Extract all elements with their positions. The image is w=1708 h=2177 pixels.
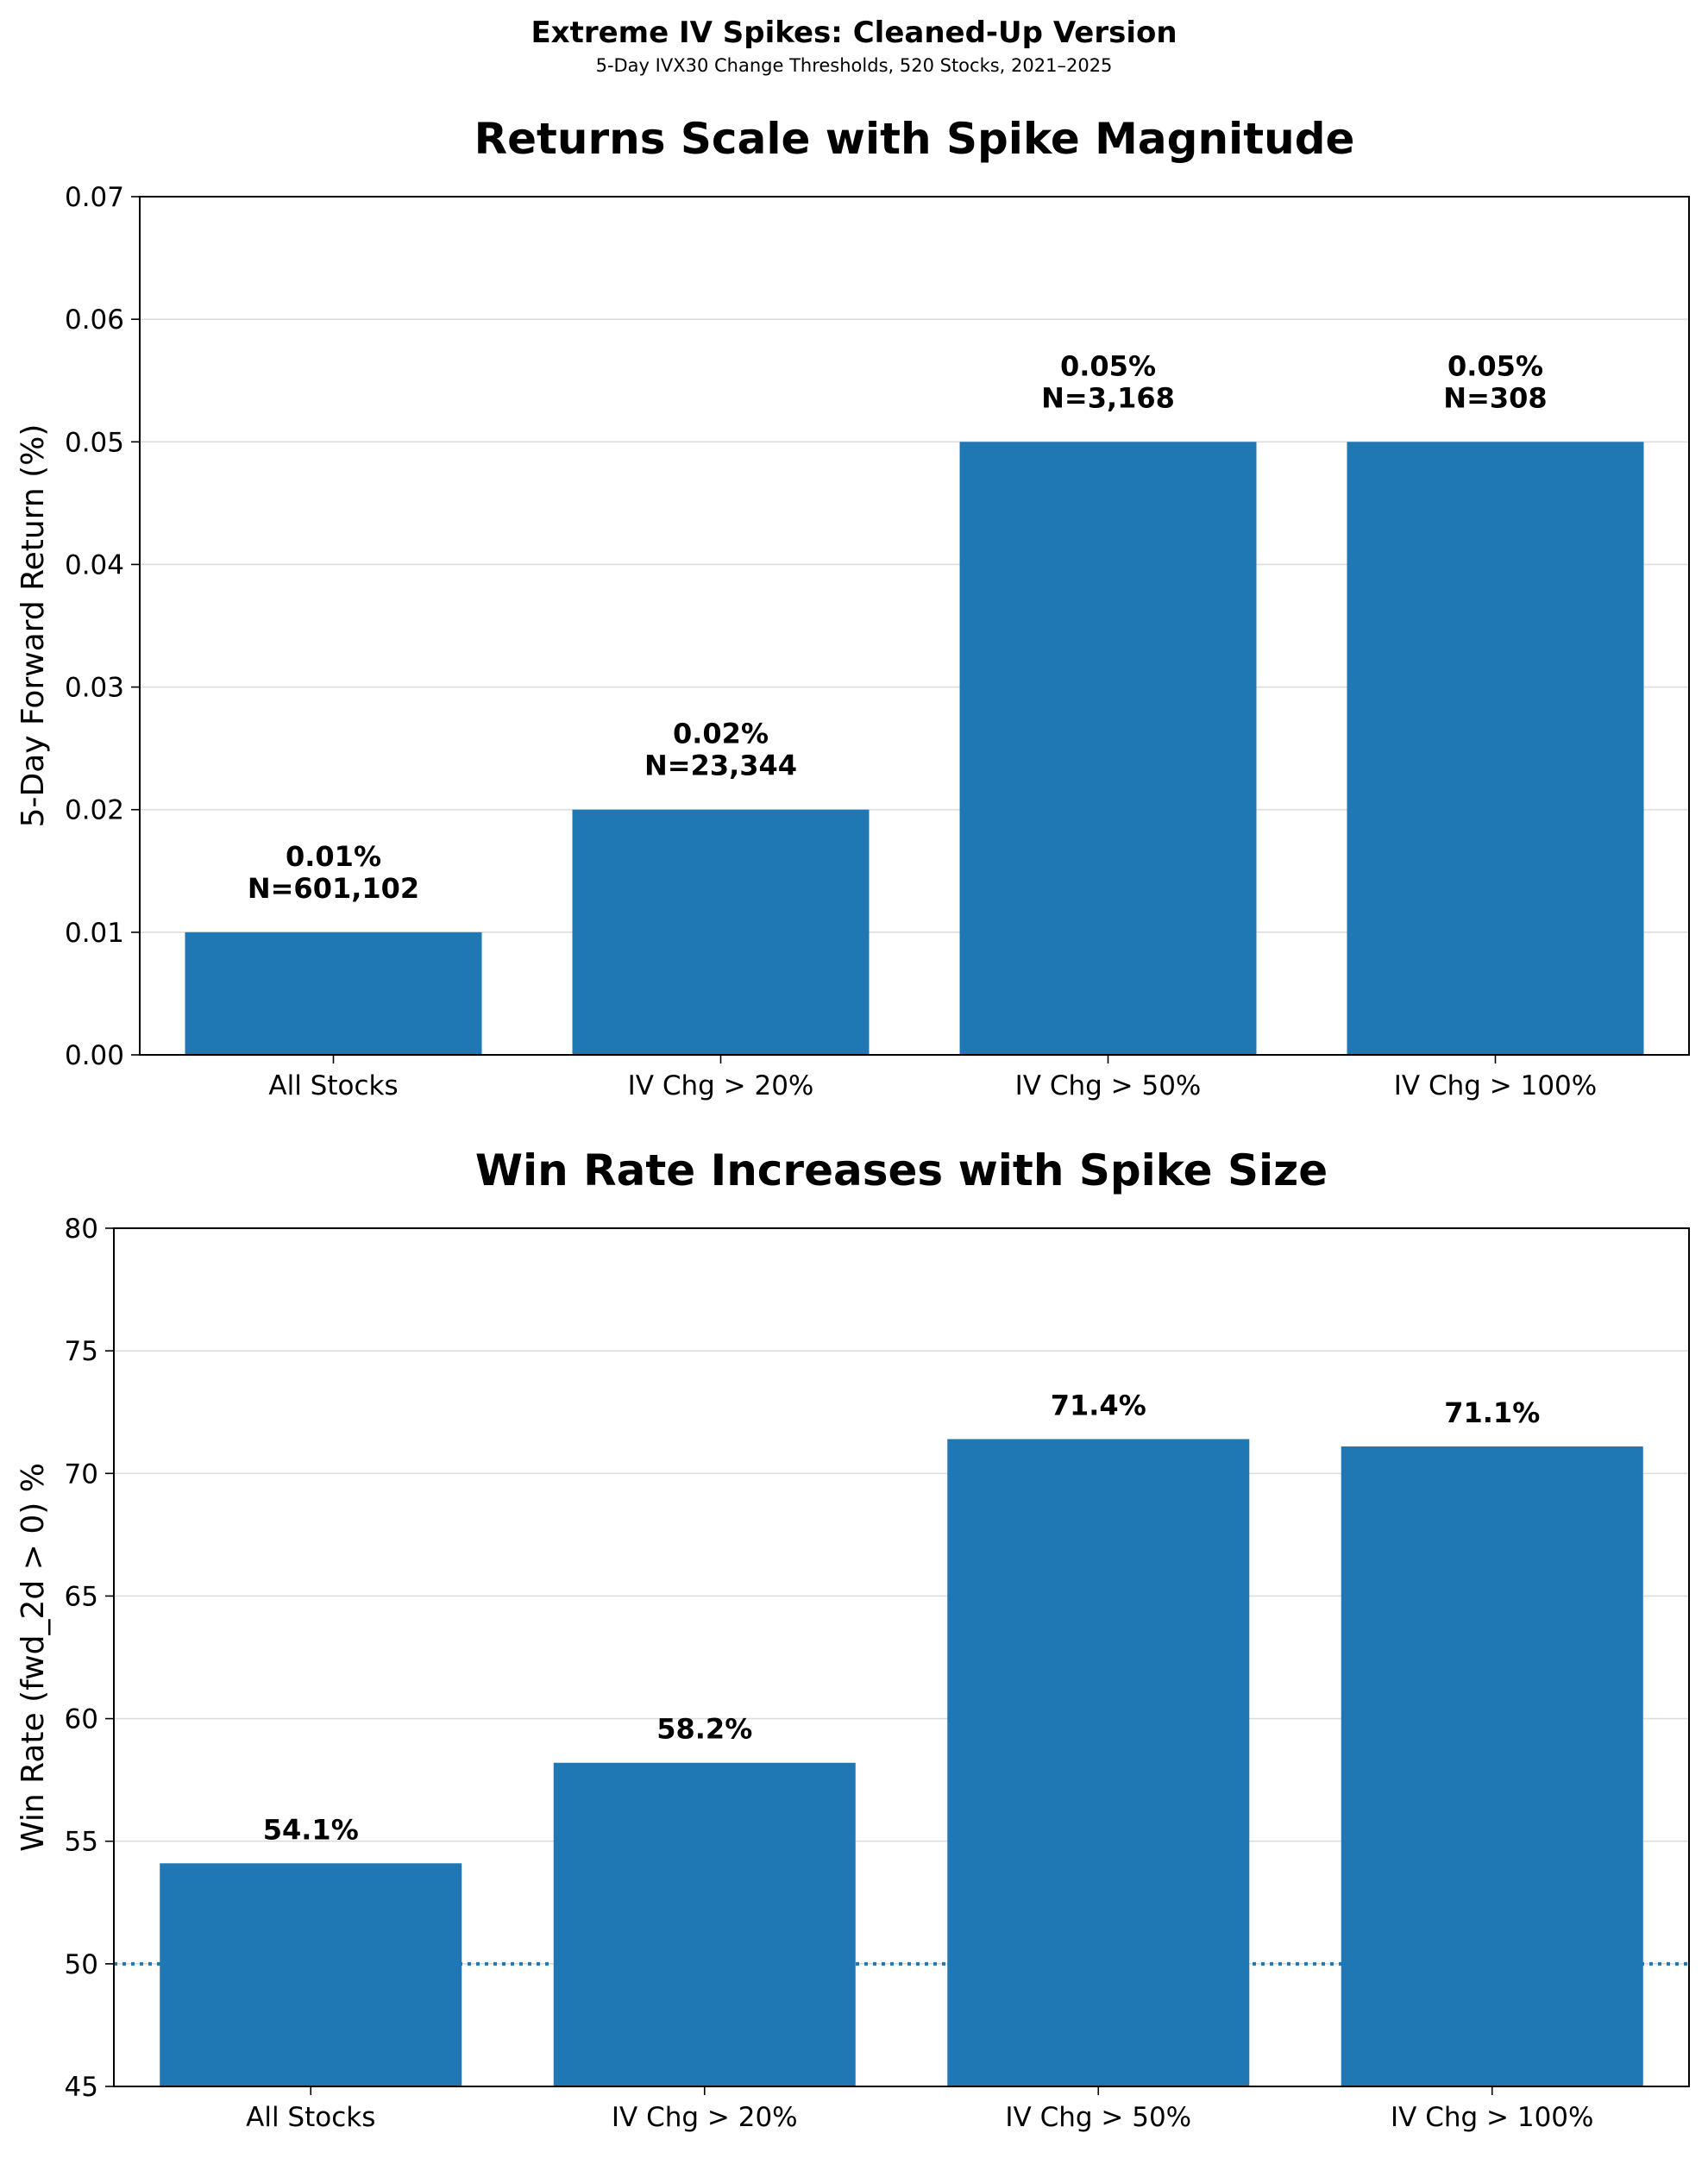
winrate-panel-title: Win Rate Increases with Spike Size xyxy=(475,1145,1328,1195)
returns-bar xyxy=(959,442,1257,1055)
returns-x-tick-label: IV Chg > 20% xyxy=(628,1070,814,1101)
winrate-y-tick-label: 65 xyxy=(65,1581,98,1612)
winrate-bar xyxy=(553,1762,856,2086)
winrate-bar-value-label: 71.1% xyxy=(1444,1396,1540,1429)
returns-bar-count-label: N=23,344 xyxy=(644,750,797,782)
winrate-y-tick-label: 50 xyxy=(65,1949,98,1980)
returns-bar-count-label: N=601,102 xyxy=(248,872,419,905)
figure-title: Extreme IV Spikes: Cleaned-Up Version xyxy=(531,16,1177,50)
winrate-bar xyxy=(1341,1446,1643,2086)
winrate-bar-value-label: 58.2% xyxy=(656,1713,752,1746)
winrate-x-tick-label: All Stocks xyxy=(246,2102,375,2133)
returns-y-tick-label: 0.04 xyxy=(65,549,124,580)
winrate-x-tick-label: IV Chg > 50% xyxy=(1005,2102,1191,2133)
winrate-bar-value-label: 54.1% xyxy=(263,1813,359,1846)
returns-y-tick-label: 0.01 xyxy=(65,918,124,949)
returns-bar-value-label: 0.05% xyxy=(1447,349,1543,382)
winrate-bar xyxy=(947,1439,1250,2086)
winrate-bar xyxy=(160,1863,462,2086)
returns-y-tick-label: 0.03 xyxy=(65,673,124,704)
returns-y-tick-label: 0.07 xyxy=(65,182,124,213)
winrate-y-axis-label: Win Rate (fwd_2d > 0) % xyxy=(16,1463,51,1852)
returns-bar xyxy=(1347,442,1644,1055)
winrate-x-tick-label: IV Chg > 100% xyxy=(1391,2102,1593,2133)
figure-subtitle: 5-Day IVX30 Change Thresholds, 520 Stock… xyxy=(595,55,1113,76)
winrate-y-tick-label: 80 xyxy=(65,1214,98,1245)
winrate-y-tick-label: 70 xyxy=(65,1459,98,1490)
returns-bar xyxy=(185,932,482,1055)
returns-bar-count-label: N=308 xyxy=(1443,381,1547,414)
winrate-y-tick-label: 75 xyxy=(65,1336,98,1367)
winrate-bar-value-label: 71.4% xyxy=(1051,1389,1146,1421)
returns-y-tick-label: 0.02 xyxy=(65,795,124,826)
returns-bar-value-label: 0.01% xyxy=(286,840,381,873)
returns-bar-value-label: 0.05% xyxy=(1060,349,1156,382)
returns-panel-title: Returns Scale with Spike Magnitude xyxy=(474,114,1355,164)
returns-x-tick-label: IV Chg > 100% xyxy=(1394,1070,1597,1101)
winrate-y-tick-label: 55 xyxy=(65,1827,98,1858)
winrate-y-tick-label: 45 xyxy=(65,2072,98,2103)
returns-bar-value-label: 0.02% xyxy=(673,718,769,750)
returns-y-tick-label: 0.05 xyxy=(65,427,124,458)
returns-x-tick-label: All Stocks xyxy=(268,1070,398,1101)
returns-y-tick-label: 0.06 xyxy=(65,304,124,336)
returns-bar xyxy=(572,809,870,1055)
winrate-y-tick-label: 60 xyxy=(65,1704,98,1735)
returns-y-axis-label: 5-Day Forward Return (%) xyxy=(16,424,51,828)
winrate-axes-frame xyxy=(113,1227,1690,2087)
returns-x-tick-label: IV Chg > 50% xyxy=(1015,1070,1202,1101)
returns-axes-frame xyxy=(139,196,1690,1056)
returns-y-tick-label: 0.00 xyxy=(65,1040,124,1071)
returns-bar-count-label: N=3,168 xyxy=(1041,381,1175,414)
winrate-x-tick-label: IV Chg > 20% xyxy=(612,2102,798,2133)
